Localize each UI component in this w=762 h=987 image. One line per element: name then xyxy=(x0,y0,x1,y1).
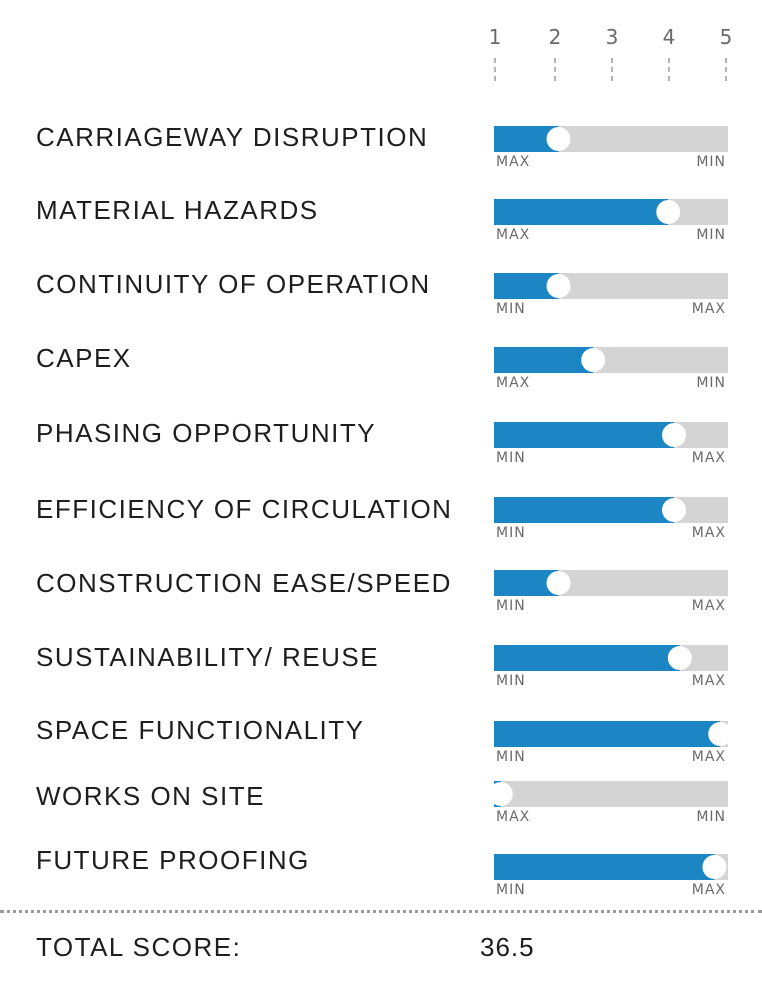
scale-start-label: MIN xyxy=(496,301,526,317)
scale-start-label: MIN xyxy=(496,749,526,765)
score-knob xyxy=(656,200,681,224)
scale-start-label: MIN xyxy=(496,450,526,466)
scale-start-label: MIN xyxy=(496,673,526,689)
criterion-label: CONTINUITY OF OPERATION xyxy=(36,269,431,299)
criterion-label: CARRIAGEWAY DISRUPTION xyxy=(36,122,428,152)
scale-end-label: MAX xyxy=(692,450,726,466)
total-score-value: 36.5 xyxy=(480,932,535,962)
score-knob xyxy=(702,855,727,879)
score-knob xyxy=(662,498,687,522)
score-bar xyxy=(494,645,680,671)
scale-tick-label: 5 xyxy=(720,25,733,49)
score-bar xyxy=(494,497,675,523)
scale-tick-label: 3 xyxy=(606,25,619,49)
score-bar xyxy=(494,199,669,225)
scale-start-label: MIN xyxy=(496,882,526,898)
criterion-label: PHASING OPPORTUNITY xyxy=(36,418,376,448)
score-knob xyxy=(662,423,687,447)
scale-start-label: MAX xyxy=(496,375,530,391)
criterion-label: FUTURE PROOFING xyxy=(36,845,310,875)
scale-end-label: MIN xyxy=(696,227,726,243)
score-knob xyxy=(581,348,606,372)
score-knob xyxy=(708,722,733,746)
scale-start-label: MIN xyxy=(496,598,526,614)
score-knob xyxy=(546,274,571,298)
scale-end-label: MAX xyxy=(692,301,726,317)
criterion-label: MATERIAL HAZARDS xyxy=(36,195,319,225)
score-bar xyxy=(494,422,675,448)
score-bar xyxy=(494,854,715,880)
score-knob xyxy=(488,782,513,806)
score-bar xyxy=(494,721,721,747)
score-bar xyxy=(494,347,594,373)
scale-start-label: MIN xyxy=(496,525,526,541)
scale-end-label: MAX xyxy=(692,598,726,614)
scale-end-label: MAX xyxy=(692,749,726,765)
scale-start-label: MAX xyxy=(496,154,530,170)
criterion-label: SPACE FUNCTIONALITY xyxy=(36,715,365,745)
scale-start-label: MAX xyxy=(496,809,530,825)
scale-end-label: MIN xyxy=(696,154,726,170)
scoring-chart: 1 2 3 4 5 CARRIAGEWAY DISRUPTION MAX MIN MATERIA… xyxy=(36,25,733,898)
scale-tick-label: 2 xyxy=(549,25,562,49)
scale-end-label: MAX xyxy=(692,673,726,689)
scale-end-label: MAX xyxy=(692,525,726,541)
score-knob xyxy=(546,127,571,151)
scale-tick-label: 4 xyxy=(663,25,676,49)
criterion-label: CONSTRUCTION EASE/SPEED xyxy=(36,568,452,598)
scale-tick-label: 1 xyxy=(489,25,502,49)
scale-end-label: MIN xyxy=(696,809,726,825)
criterion-label: EFFICIENCY OF CIRCULATION xyxy=(36,494,452,524)
scale-end-label: MIN xyxy=(696,375,726,391)
criterion-label: CAPEX xyxy=(36,343,132,373)
score-knob xyxy=(546,571,571,595)
criterion-label: SUSTAINABILITY/ REUSE xyxy=(36,642,379,672)
criterion-label: WORKS ON SITE xyxy=(36,781,265,811)
total-divider xyxy=(0,910,762,913)
score-knob xyxy=(667,646,692,670)
scale-end-label: MAX xyxy=(692,882,726,898)
score-track xyxy=(494,781,728,807)
scale-start-label: MAX xyxy=(496,227,530,243)
total-score-label: TOTAL SCORE: xyxy=(36,932,242,962)
